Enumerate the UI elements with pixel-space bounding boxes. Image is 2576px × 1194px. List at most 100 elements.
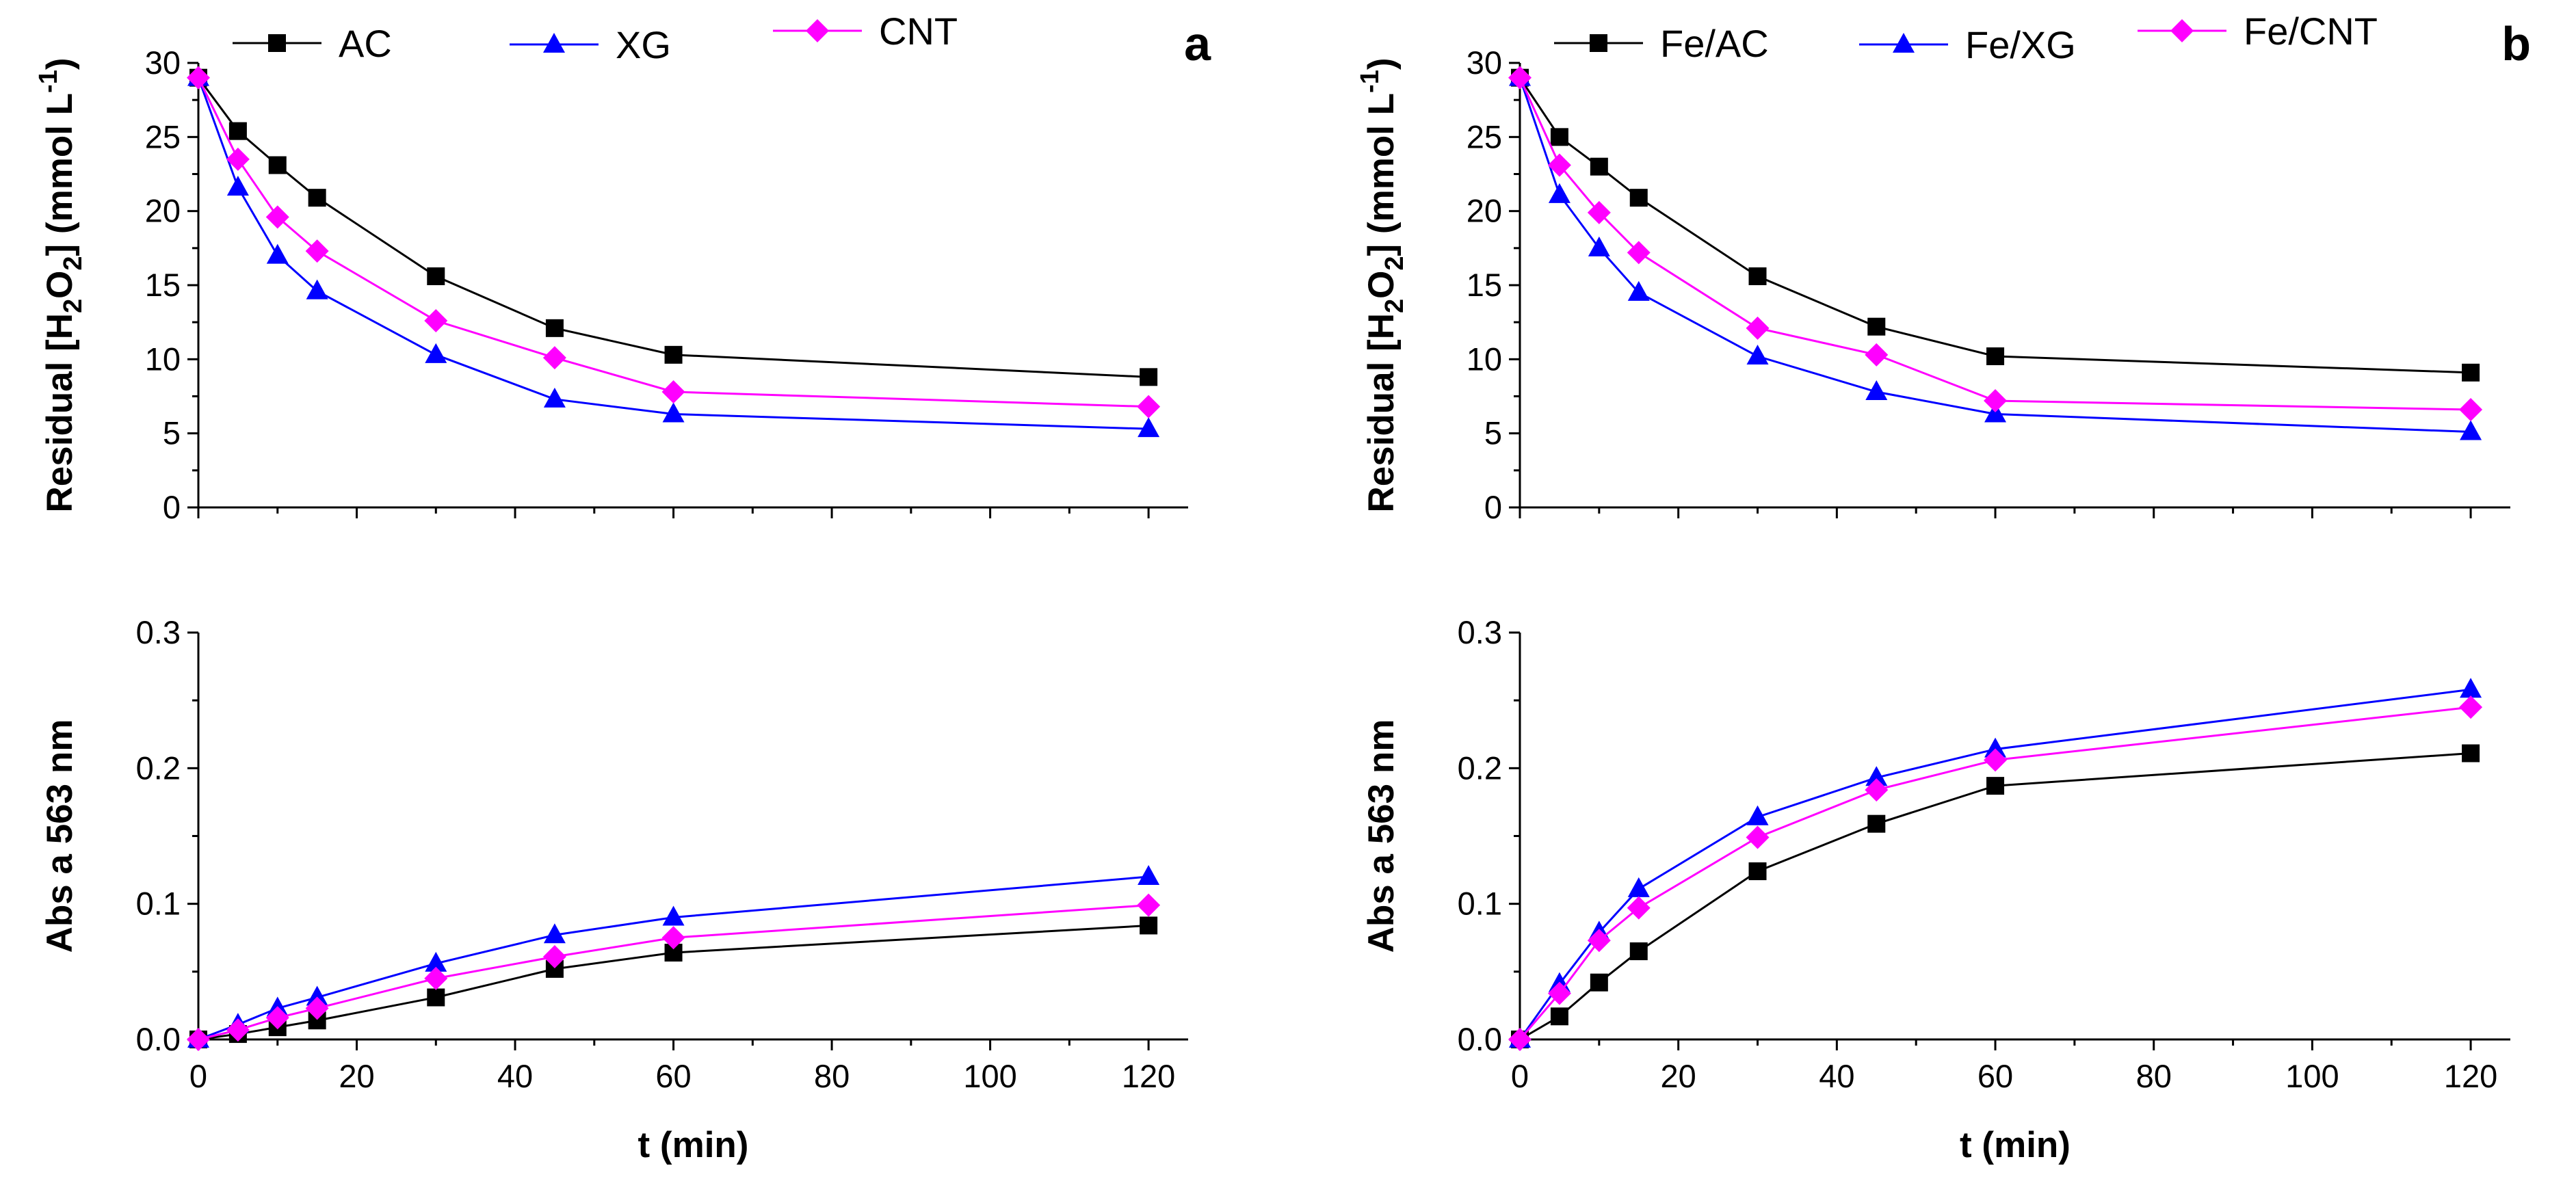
y-tick-label: 5 (1484, 415, 1502, 451)
y-tick-label: 0.0 (1458, 1021, 1502, 1057)
series-line-fe-ac (1519, 77, 2471, 374)
data-point (268, 156, 287, 174)
y-tick-label: 15 (145, 267, 181, 303)
data-point (1550, 1007, 1568, 1026)
y-axis-title-part: -1 (1356, 70, 1384, 93)
data-point (1746, 345, 1769, 364)
data-point (1865, 778, 1889, 802)
y-tick-label: 0.2 (136, 749, 181, 786)
y-tick-label: 0 (1484, 489, 1502, 525)
y-tick-label: 10 (145, 341, 181, 377)
data-point (1627, 241, 1651, 265)
x-tick-label: 0 (189, 1058, 207, 1094)
data-point (1748, 267, 1767, 285)
y-tick-label: 0.1 (1458, 886, 1502, 922)
legend-marker (1893, 33, 1915, 53)
legend-marker (268, 34, 286, 52)
data-point (1590, 157, 1608, 176)
data-point (2460, 420, 2482, 440)
y-tick-label: 30 (145, 44, 181, 81)
data-point (1629, 942, 1648, 961)
data-point (306, 985, 328, 1006)
data-point (1590, 973, 1608, 992)
y-tick-label: 30 (1467, 44, 1502, 81)
data-point (545, 319, 564, 337)
data-point (1986, 347, 2005, 365)
data-point (543, 387, 566, 408)
y-axis-title-part: ) (1361, 57, 1402, 70)
x-tick-label: 100 (963, 1058, 1016, 1094)
y-axis-title-part: O (40, 271, 80, 299)
bottom-plot: 0.0 0.1 0.2 0.3 0 20 40 60 80 100 120 Abs a 563 nm t… (40, 614, 1188, 1165)
legend: Fe/AC Fe/XG Fe/CNT (1554, 10, 2378, 66)
panel-label: b (2501, 17, 2531, 70)
data-point (305, 996, 329, 1020)
y-tick-label: 0.3 (136, 614, 181, 650)
data-point (1137, 893, 1161, 917)
data-point (308, 189, 326, 207)
y-tick-label: 20 (145, 193, 181, 229)
data-point (661, 926, 685, 950)
y-tick-label: 20 (1467, 193, 1502, 229)
legend-label: XG (616, 23, 671, 66)
data-point (1627, 877, 1650, 897)
data-point (187, 66, 210, 90)
y-axis-title: Residual [H2O2] (mmol L-1) (1356, 57, 1409, 512)
y-axis-title-part: ) (40, 57, 80, 70)
x-axis-title: t (min) (1960, 1125, 2071, 1165)
data-point (1138, 865, 1160, 885)
legend-label: CNT (879, 10, 958, 53)
data-point (542, 346, 566, 370)
y-axis-title-part: Residual [H (40, 313, 80, 513)
data-point (1627, 896, 1651, 920)
data-point (1984, 389, 2008, 412)
data-point (427, 267, 445, 285)
y-axis-title-part: Residual [H (1361, 313, 1402, 513)
y-axis-title: Residual [H2O2] (mmol L-1) (34, 57, 88, 512)
y-tick-label: 0.2 (1458, 749, 1502, 786)
data-point (1547, 981, 1571, 1005)
data-point (2462, 363, 2480, 382)
data-point (1986, 777, 2005, 795)
y-axis-title-part: 2 (1380, 299, 1409, 313)
data-point (1865, 343, 1889, 367)
data-point (1746, 825, 1770, 849)
data-point (2460, 678, 2482, 698)
data-point (543, 923, 566, 944)
data-point (228, 122, 247, 140)
data-point (1627, 280, 1650, 301)
y-tick-label: 10 (1467, 341, 1502, 377)
legend-label: Fe/CNT (2244, 10, 2378, 53)
series-line-fe-cnt (1519, 77, 2471, 411)
data-point (424, 309, 448, 332)
data-point (1867, 317, 1886, 336)
x-tick-label: 60 (655, 1058, 691, 1094)
data-point (226, 176, 249, 196)
data-point (1548, 183, 1570, 203)
data-point (306, 279, 328, 300)
data-point (226, 147, 250, 171)
legend-marker (543, 33, 565, 53)
x-tick-label: 80 (814, 1058, 850, 1094)
data-point (1748, 862, 1767, 881)
data-point (425, 343, 447, 363)
x-tick-label: 100 (2285, 1058, 2339, 1094)
legend-marker (806, 19, 829, 42)
series-line-fe-xg (1519, 688, 2471, 1040)
data-point (266, 243, 289, 264)
x-tick-label: 120 (1122, 1058, 1175, 1094)
data-point (1867, 814, 1886, 833)
y-tick-label: 5 (163, 415, 181, 451)
series-line-xg (197, 77, 1149, 430)
series-line-fe-cnt (1519, 706, 2471, 1040)
x-tick-label: 20 (339, 1058, 374, 1094)
data-point (265, 1006, 289, 1030)
data-point (1587, 200, 1611, 224)
y-axis-title-part: ] (mmol L (40, 93, 80, 256)
data-point (1984, 748, 2008, 772)
x-tick-label: 0 (1511, 1058, 1529, 1094)
y-axis-title-part: 2 (1380, 256, 1409, 270)
